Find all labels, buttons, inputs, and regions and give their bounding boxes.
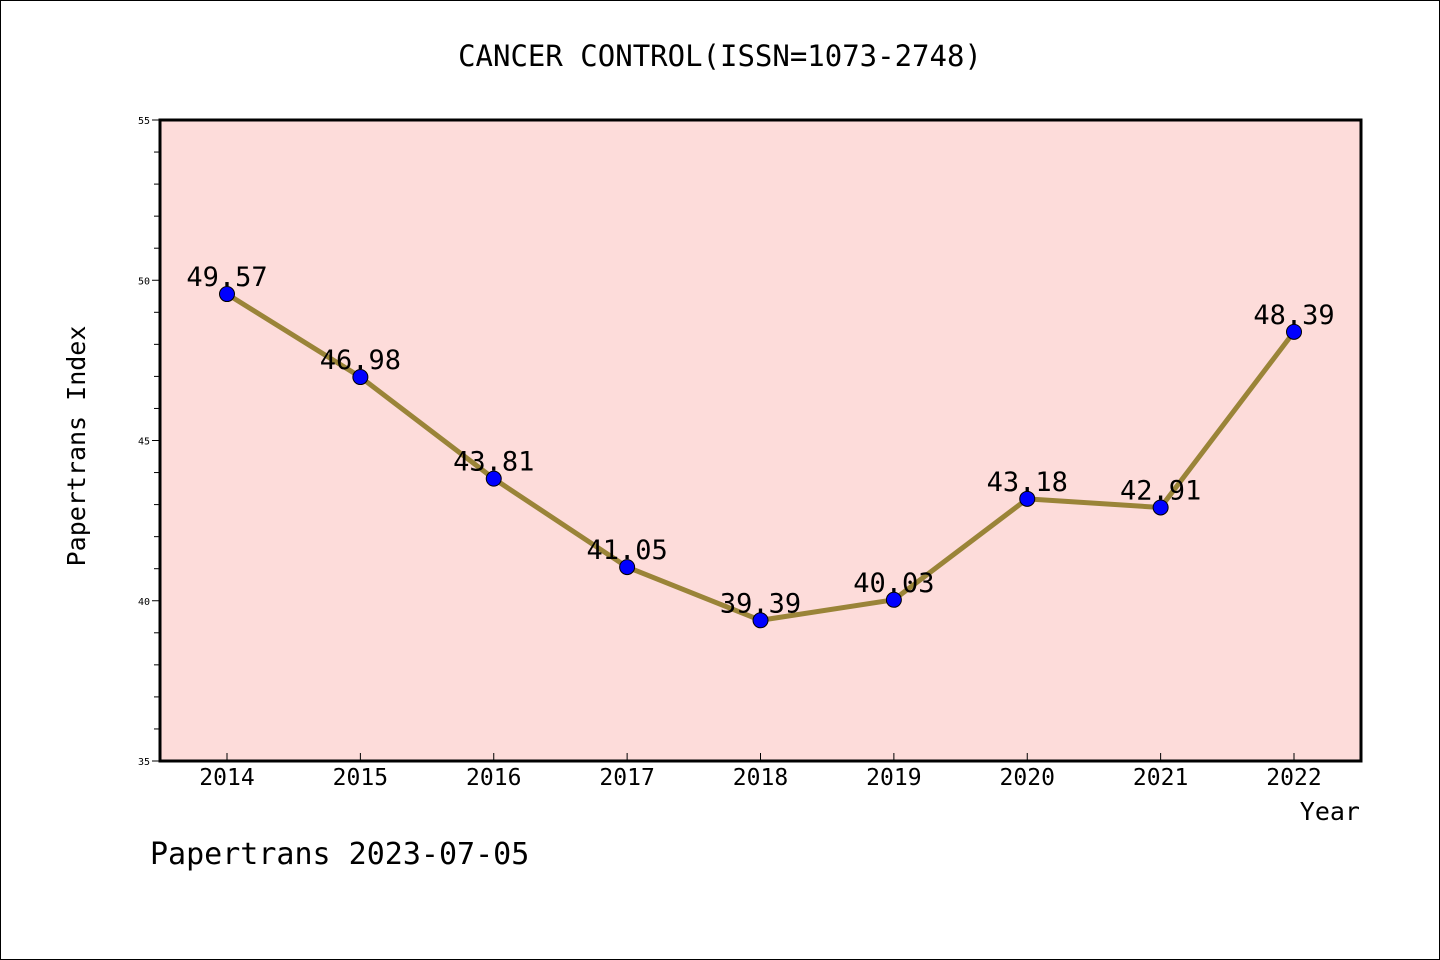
data-label: 46.98 — [320, 345, 401, 376]
y-axis: 35 40 45 50 55 — [138, 116, 160, 768]
x-tick-label: 2015 — [333, 765, 388, 791]
data-label: 39.39 — [720, 588, 801, 619]
series-markers — [219, 286, 1302, 629]
x-axis-label: Year — [1300, 797, 1360, 826]
y-axis-label: Papertrans Index — [62, 326, 91, 567]
data-label: 40.03 — [853, 568, 934, 599]
data-label: 43.81 — [453, 447, 534, 478]
y-tick-label: 55 — [138, 116, 150, 127]
x-axis: 2014 2015 2016 2017 2018 2019 2020 2021 2022 — [199, 753, 1322, 791]
x-tick-label: 2016 — [466, 765, 521, 791]
plot-area — [158, 118, 1363, 763]
chart-title: CANCER CONTROL(ISSN=1073-2748) — [458, 39, 982, 73]
y-tick-label: 35 — [138, 757, 150, 768]
x-tick-label: 2022 — [1266, 765, 1321, 791]
data-point — [485, 470, 502, 487]
data-point — [1286, 323, 1302, 340]
y-tick-label: 40 — [138, 597, 150, 608]
data-point — [219, 286, 235, 303]
data-label: 41.05 — [586, 535, 667, 566]
data-point — [352, 369, 369, 386]
footer-credit: Papertrans 2023-07-05 — [150, 837, 529, 872]
data-point — [619, 559, 636, 576]
y-tick-label: 45 — [138, 437, 150, 448]
y-tick-label: 50 — [138, 276, 150, 287]
data-label: 48.39 — [1253, 300, 1334, 331]
data-label: 49.57 — [186, 262, 267, 293]
x-tick-label: 2014 — [199, 765, 254, 791]
data-label: 42.91 — [1120, 475, 1201, 506]
data-point — [885, 591, 902, 608]
data-point — [1152, 499, 1169, 516]
data-labels: 49.57 46.98 43.81 41.05 39.39 40.03 43.18 42.91… — [186, 262, 1334, 619]
x-tick-label: 2017 — [599, 765, 654, 791]
data-point — [1019, 490, 1036, 507]
data-point — [752, 612, 769, 629]
x-tick-label: 2020 — [1000, 765, 1055, 791]
x-tick-label: 2021 — [1133, 765, 1188, 791]
data-label: 43.18 — [987, 467, 1068, 498]
x-tick-label: 2018 — [733, 765, 788, 791]
x-tick-label: 2019 — [866, 765, 921, 791]
